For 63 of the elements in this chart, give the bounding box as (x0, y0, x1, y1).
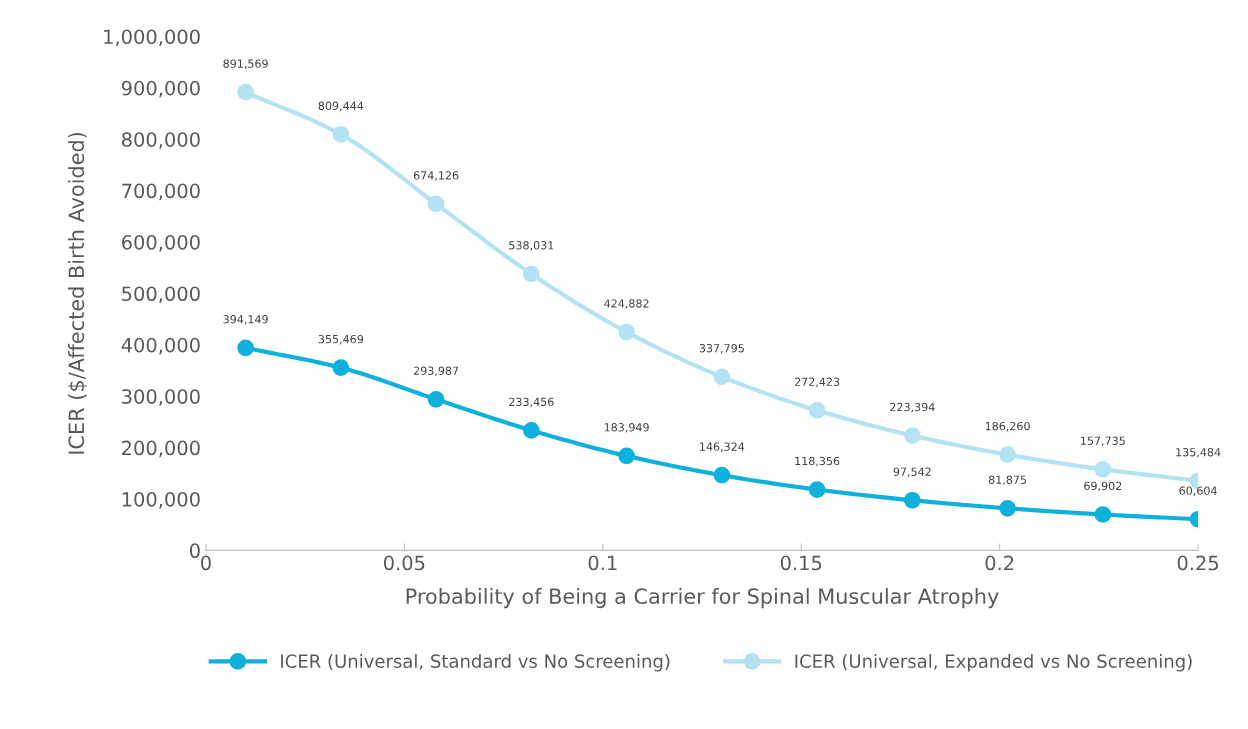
point (427, 195, 445, 213)
point (808, 481, 826, 498)
data-label: 135,484 (1176, 447, 1221, 458)
point (1094, 460, 1112, 478)
y-axis-title: ICER ($/Affected Birth Avoided) (68, 132, 87, 454)
legend-label: ICER (Universal, Standard vs No Screening) (281, 654, 670, 672)
data-label: 186,260 (985, 421, 1030, 432)
data-label: 146,324 (700, 442, 745, 452)
y-tick-label: 100,000 (122, 491, 200, 509)
data-label: 69,902 (1084, 481, 1122, 492)
x-tick-label: 0 (201, 555, 211, 571)
x-tick-label: 0.05 (383, 555, 425, 571)
point (904, 491, 921, 509)
point (618, 323, 635, 341)
y-tick-label: 500,000 (122, 286, 200, 304)
point (713, 466, 731, 484)
y-tick-label: 400,000 (121, 337, 200, 355)
y-tick-label: 700,000 (122, 183, 200, 201)
point (904, 427, 921, 444)
y-tick-label: 200,000 (122, 440, 200, 458)
point (237, 339, 254, 357)
point (618, 447, 635, 465)
data-label: 538,031 (509, 241, 554, 251)
data-label: 809,444 (318, 101, 364, 112)
data-label: 272,423 (794, 377, 840, 388)
x-tick-label: 0.2 (985, 555, 1014, 571)
data-label: 81,875 (988, 475, 1027, 486)
y-tick-label: 1,000,000 (104, 29, 200, 47)
legend-label: ICER (Universal, Expanded vs No Screening) (795, 654, 1192, 672)
point (332, 126, 350, 143)
point (332, 359, 350, 377)
data-label: 394,149 (223, 315, 268, 325)
data-label: 183,949 (604, 423, 649, 433)
data-label: 337,795 (699, 344, 744, 354)
point (523, 422, 540, 439)
data-label: 118,356 (795, 456, 840, 467)
data-label: 97,542 (893, 467, 931, 478)
data-label: 223,394 (890, 402, 935, 413)
data-label: 424,882 (604, 299, 649, 309)
x-tick-label: 0.25 (1177, 555, 1219, 571)
data-label: 674,126 (413, 171, 459, 181)
data-label: 233,456 (509, 397, 554, 408)
point (427, 390, 445, 408)
point (999, 499, 1016, 517)
point (1094, 506, 1112, 523)
x-tick-label: 0.1 (588, 555, 617, 571)
y-tick-label: 800,000 (121, 132, 200, 149)
y-tick-label: 300,000 (122, 389, 200, 406)
point (713, 368, 731, 386)
data-label: 60,604 (1179, 486, 1217, 497)
x-axis-title: Probability of Being a Carrier for Spinal Muscular Atrophy (406, 587, 999, 609)
data-label: 355,469 (318, 334, 364, 345)
data-label: 157,735 (1081, 436, 1125, 447)
y-tick-label: 0 (189, 543, 200, 559)
y-tick-label: 600,000 (122, 234, 200, 252)
point (999, 446, 1016, 464)
x-tick-label: 0.15 (780, 555, 822, 571)
y-tick-label: 900,000 (121, 80, 200, 98)
point (523, 265, 540, 283)
point (237, 83, 254, 101)
data-label: 293,987 (413, 366, 459, 377)
data-label: 891,569 (223, 59, 268, 69)
point (808, 402, 826, 419)
